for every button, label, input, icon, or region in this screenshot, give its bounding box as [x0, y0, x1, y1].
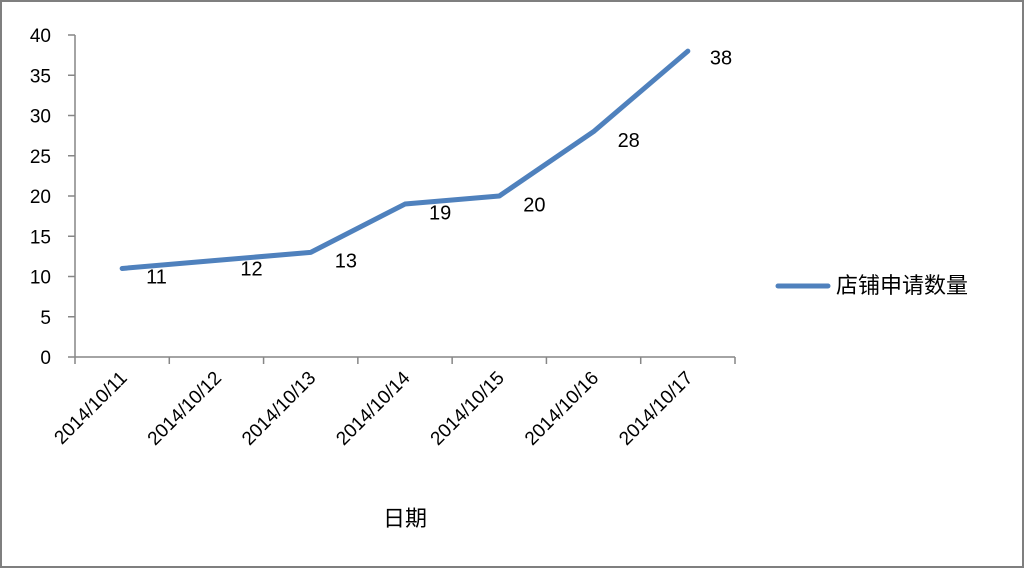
data-label: 11 [146, 267, 167, 289]
data-label: 38 [710, 47, 732, 69]
data-label: 13 [335, 251, 357, 273]
y-tick-label: 25 [30, 147, 51, 168]
y-tick-label: 20 [30, 187, 51, 208]
data-label: 19 [429, 202, 451, 224]
x-tick-label: 2014/10/12 [144, 368, 226, 450]
series-group [119, 48, 691, 271]
x-tick-label: 2014/10/17 [615, 368, 697, 450]
y-tick-label: 5 [40, 308, 51, 329]
x-tick-label: 2014/10/16 [521, 368, 603, 450]
data-labels: 11 12 13 19 20 28 38 [146, 47, 732, 288]
y-tick-label: 30 [30, 107, 51, 128]
data-label: 12 [240, 259, 262, 281]
legend-label: 店铺申请数量 [836, 274, 968, 299]
y-tick-label: 35 [30, 66, 51, 87]
y-tick-label: 40 [30, 26, 51, 47]
legend: 店铺申请数量 [775, 274, 968, 299]
y-tick-label: 15 [30, 227, 51, 248]
x-tick-label: 2014/10/14 [332, 367, 414, 449]
x-axis-title: 日期 [383, 507, 427, 532]
y-tick-label: 10 [30, 268, 51, 289]
y-tick-label: 0 [40, 348, 51, 369]
data-label: 20 [523, 194, 545, 216]
y-ticks: 0 5 10 15 20 25 30 35 40 [30, 26, 75, 369]
x-tick-label: 2014/10/15 [427, 368, 509, 450]
x-tick-label: 2014/10/11 [51, 368, 132, 449]
series-line [119, 48, 691, 271]
data-label: 28 [618, 130, 640, 152]
x-ticks: 2014/10/11 2014/10/12 2014/10/13 2014/10/14… [51, 357, 736, 450]
x-tick-label: 2014/10/13 [238, 368, 320, 450]
